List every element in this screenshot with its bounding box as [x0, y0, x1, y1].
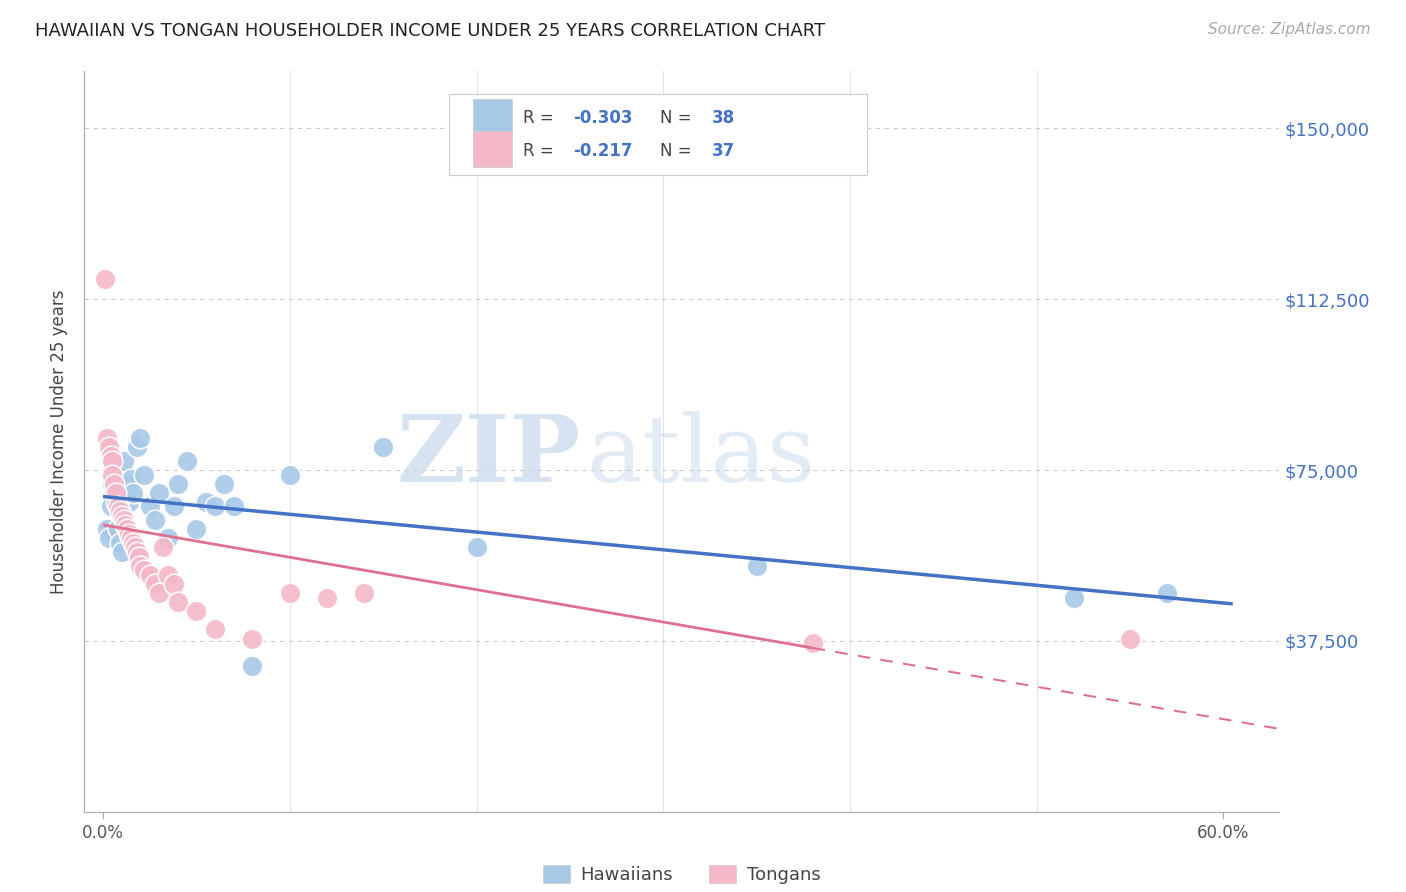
Point [278, 467, 301, 482]
Point [108, 504, 131, 518]
Point [157, 532, 180, 546]
Text: N =: N = [661, 142, 697, 160]
Point [117, 485, 139, 500]
Point [745, 558, 768, 573]
Point [103, 476, 125, 491]
Point [163, 577, 186, 591]
Point [100, 500, 122, 514]
Point [132, 467, 156, 482]
Point [125, 440, 148, 454]
Text: atlas: atlas [586, 411, 815, 501]
Text: N =: N = [661, 109, 697, 127]
Point [120, 472, 142, 486]
Point [118, 495, 141, 509]
Point [138, 567, 160, 582]
Point [148, 586, 170, 600]
Text: 37: 37 [711, 142, 735, 160]
Point [166, 476, 188, 491]
Point [96, 431, 118, 445]
Point [204, 623, 226, 637]
Point [129, 431, 152, 445]
Point [112, 513, 135, 527]
Point [194, 495, 217, 509]
Point [204, 500, 226, 514]
Legend: Hawaiians, Tongans: Hawaiians, Tongans [536, 858, 828, 891]
Point [148, 485, 170, 500]
Point [108, 536, 131, 550]
Point [138, 500, 160, 514]
Point [316, 591, 339, 605]
Point [353, 586, 375, 600]
Text: 38: 38 [711, 109, 735, 127]
Text: Source: ZipAtlas.com: Source: ZipAtlas.com [1208, 22, 1371, 37]
Point [96, 522, 118, 536]
Point [114, 517, 136, 532]
Point [100, 450, 122, 464]
FancyBboxPatch shape [472, 99, 512, 135]
Point [122, 485, 145, 500]
Point [101, 467, 124, 482]
Point [94, 271, 117, 285]
Point [166, 595, 188, 609]
Point [105, 467, 128, 482]
Point [117, 522, 139, 536]
Point [1156, 586, 1178, 600]
Point [801, 636, 824, 650]
Point [186, 522, 208, 536]
Y-axis label: Householder Income Under 25 years: Householder Income Under 25 years [51, 289, 69, 594]
Point [242, 659, 264, 673]
Point [111, 508, 134, 523]
Point [143, 577, 166, 591]
Text: HAWAIIAN VS TONGAN HOUSEHOLDER INCOME UNDER 25 YEARS CORRELATION CHART: HAWAIIAN VS TONGAN HOUSEHOLDER INCOME UN… [35, 22, 825, 40]
Point [114, 476, 136, 491]
Point [101, 476, 124, 491]
Point [465, 541, 488, 555]
Point [122, 536, 145, 550]
Point [186, 604, 208, 618]
Point [105, 495, 128, 509]
Point [128, 549, 150, 564]
Point [97, 440, 120, 454]
Point [152, 541, 174, 555]
Point [105, 485, 128, 500]
Text: ZIP: ZIP [396, 411, 581, 501]
Text: -0.217: -0.217 [574, 142, 633, 160]
Text: R =: R = [523, 142, 560, 160]
Point [132, 563, 156, 577]
Point [1063, 591, 1085, 605]
Point [103, 485, 125, 500]
Point [163, 500, 186, 514]
FancyBboxPatch shape [449, 94, 868, 175]
Point [111, 545, 134, 559]
Point [242, 632, 264, 646]
Point [371, 440, 394, 454]
Point [125, 545, 148, 559]
Point [118, 526, 141, 541]
Point [176, 454, 198, 468]
Point [129, 558, 152, 573]
Point [124, 541, 146, 555]
Point [214, 476, 236, 491]
Point [1119, 632, 1142, 646]
Point [97, 532, 120, 546]
Text: -0.303: -0.303 [574, 109, 633, 127]
Point [101, 454, 124, 468]
Point [157, 567, 180, 582]
Point [278, 586, 301, 600]
Text: R =: R = [523, 109, 560, 127]
Point [143, 513, 166, 527]
Point [107, 500, 129, 514]
Point [107, 522, 129, 536]
FancyBboxPatch shape [472, 131, 512, 167]
Point [222, 500, 245, 514]
Point [120, 532, 142, 546]
Point [112, 454, 135, 468]
